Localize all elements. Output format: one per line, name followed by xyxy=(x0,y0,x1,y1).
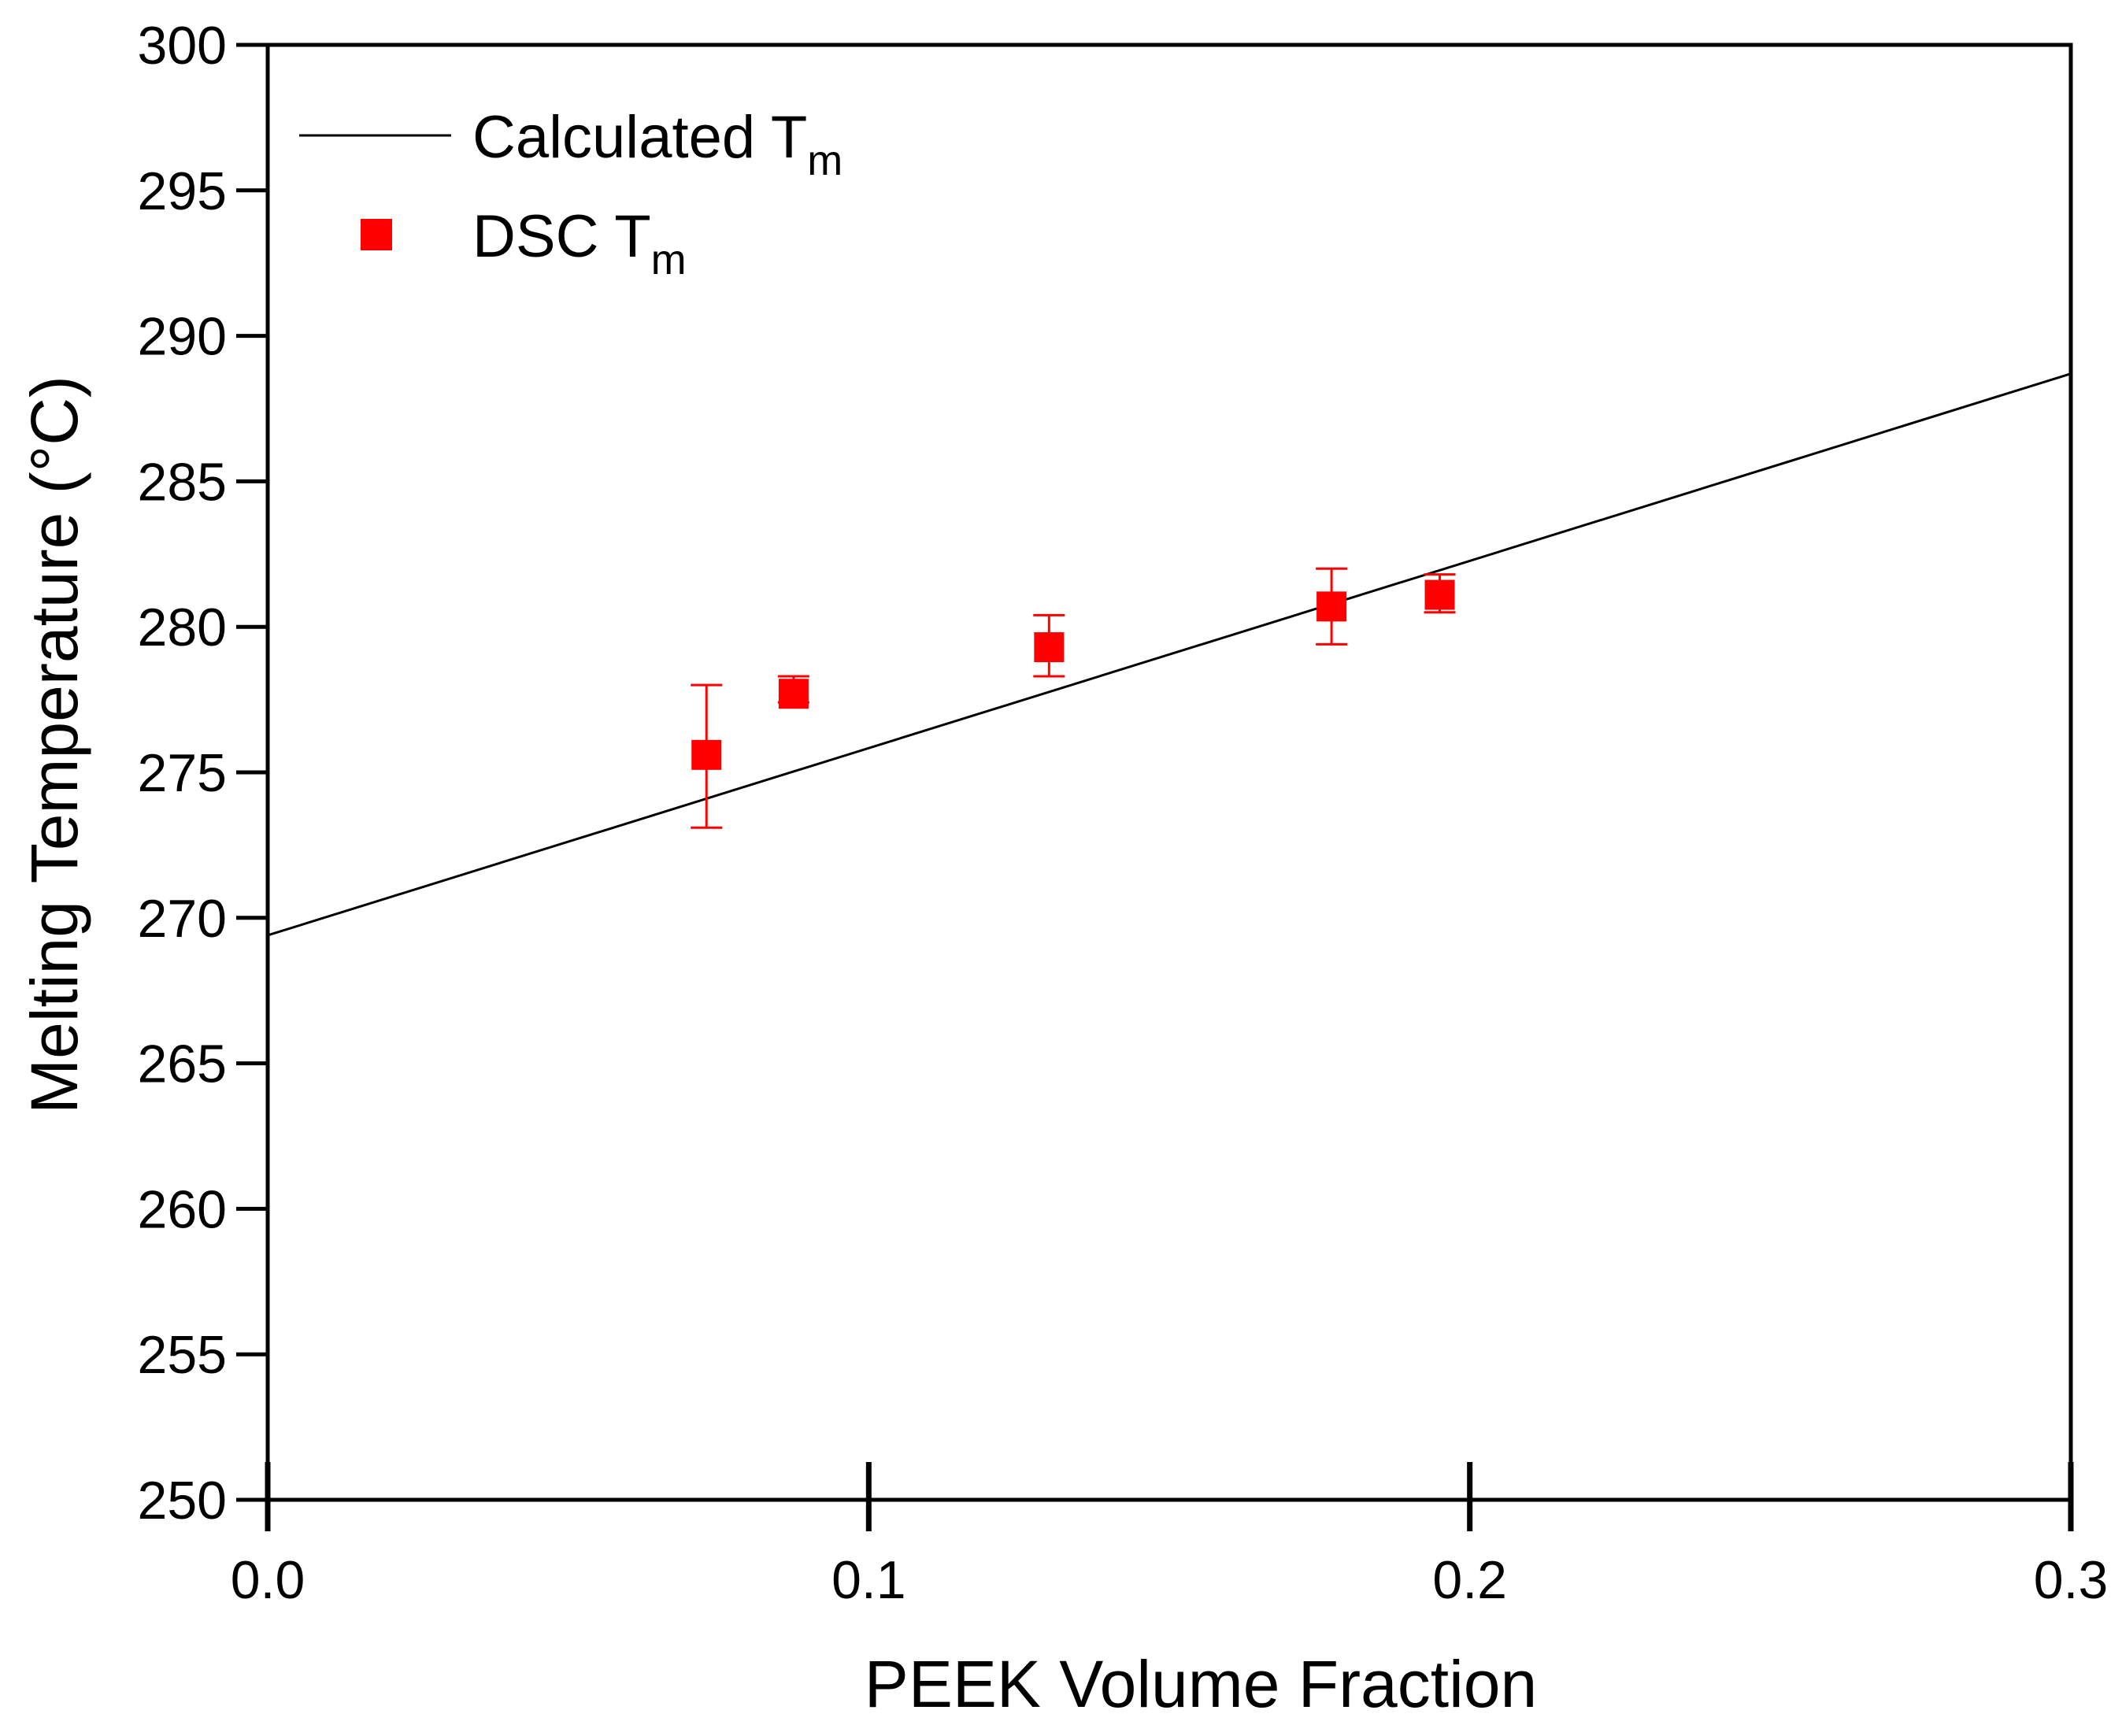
y-tick-label: 275 xyxy=(138,743,227,803)
legend-square-swatch xyxy=(361,219,392,250)
legend-label-dsc-sub: m xyxy=(651,236,687,283)
axes: 250 255 260 265 270 275 280 285 290 295 300 0.0 0.1 0… xyxy=(138,16,2109,1610)
legend-label-calculated: Calculated Tm xyxy=(472,104,843,184)
x-axis-title: PEEK Volume Fraction xyxy=(865,1647,1537,1721)
calculated-tm-line xyxy=(267,372,2072,937)
legend-label-dsc-main: DSC T xyxy=(472,203,651,270)
y-tick-label: 280 xyxy=(138,598,227,657)
y-tick-label: 255 xyxy=(138,1325,227,1385)
y-tick-label: 270 xyxy=(138,889,227,949)
legend-label-calculated-main: Calculated T xyxy=(472,104,807,171)
y-tick-label: 300 xyxy=(138,16,227,76)
dsc-tm-point xyxy=(691,739,722,770)
x-tick-label: 0.3 xyxy=(2034,1550,2109,1610)
y-tick-label: 285 xyxy=(138,452,227,512)
dsc-tm-point xyxy=(1034,632,1065,663)
y-tick-label: 290 xyxy=(138,307,227,367)
legend-label-dsc: DSC Tm xyxy=(472,203,687,283)
legend: Calculated Tm DSC Tm xyxy=(299,104,843,283)
dsc-tm-point xyxy=(1317,591,1347,622)
y-tick-label: 250 xyxy=(138,1471,227,1531)
x-tick-label: 0.2 xyxy=(1432,1550,1507,1610)
dsc-tm-point xyxy=(1424,579,1455,610)
x-tick-label: 0.1 xyxy=(831,1550,906,1610)
legend-label-calculated-sub: m xyxy=(807,137,843,184)
x-tick-label: 0.0 xyxy=(231,1550,306,1610)
y-tick-label: 265 xyxy=(138,1035,227,1094)
y-tick-label: 260 xyxy=(138,1179,227,1239)
y-axis-title: Melting Temperature (°C) xyxy=(17,376,91,1114)
dsc-tm-point xyxy=(778,679,809,709)
y-tick-label: 295 xyxy=(138,161,227,221)
plot-marks xyxy=(267,372,2072,937)
